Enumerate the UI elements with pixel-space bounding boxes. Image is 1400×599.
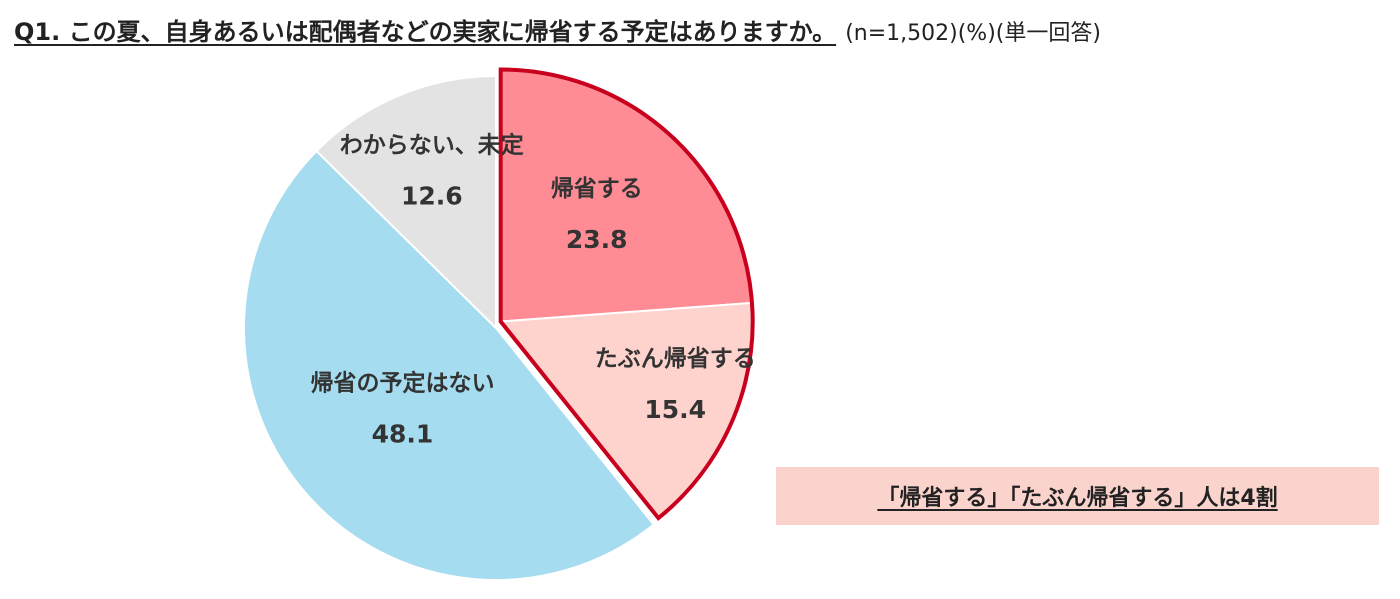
slice-labels: 帰省する 23.8 たぶん帰省する 15.4 帰省の予定はない 48.1 わからない、未定 1…: [310, 132, 755, 449]
slice-label-3: 帰省の予定はない: [310, 369, 494, 396]
highlight-outline-group: [498, 67, 755, 521]
pie-slices: [243, 68, 754, 581]
pie-slice-3: [243, 149, 656, 581]
sample-note: (n=1,502)(%)(単一回答): [845, 21, 1101, 46]
pie-slice-4: [315, 74, 497, 331]
summary-callout: 「帰省する」「たぶん帰省する」人は4割: [776, 467, 1379, 525]
chart-title: Q1. この夏、自身あるいは配偶者などの実家に帰省する予定はありますか。: [14, 18, 837, 46]
summary-callout-text: 「帰省する」「たぶん帰省する」人は4割: [877, 486, 1278, 511]
slice-value-4: 12.6: [401, 182, 463, 211]
slice-label-1: 帰省する: [551, 176, 643, 202]
chart-header: Q1. この夏、自身あるいは配偶者などの実家に帰省する予定はありますか。 (n=…: [14, 12, 1386, 52]
slice-label-4: わからない、未定: [340, 132, 524, 159]
slice-value-2: 15.4: [644, 395, 706, 424]
slice-value-3: 48.1: [372, 419, 434, 448]
slice-label-2: たぶん帰省する: [595, 346, 756, 372]
slice-value-1: 23.8: [566, 225, 628, 254]
highlight-outline: [498, 67, 755, 521]
